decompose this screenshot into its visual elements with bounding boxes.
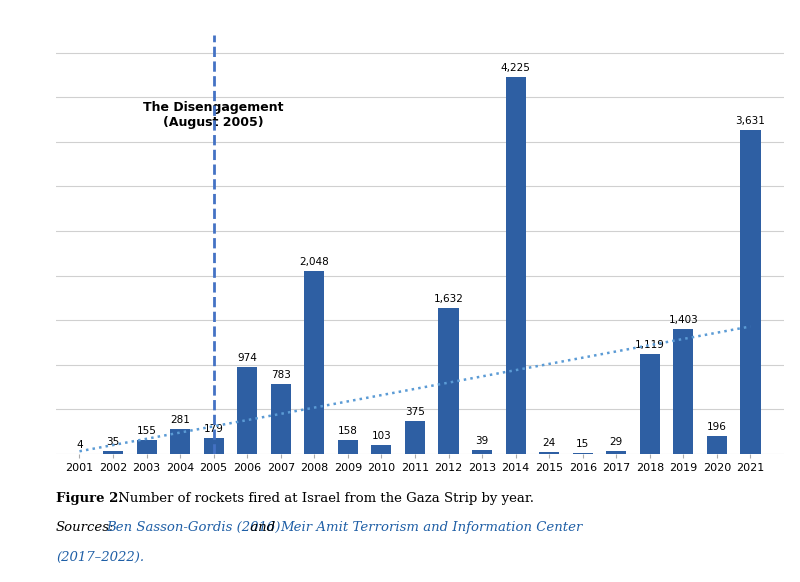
Text: The Disengagement
(August 2005): The Disengagement (August 2005) — [143, 101, 284, 129]
Bar — [204, 438, 224, 454]
Bar — [103, 451, 123, 454]
Text: 35: 35 — [106, 437, 120, 447]
Text: 196: 196 — [707, 423, 727, 432]
Bar — [674, 329, 694, 454]
Text: 1,119: 1,119 — [635, 340, 665, 350]
Text: Number of rockets fired at Israel from the Gaza Strip by year.: Number of rockets fired at Israel from t… — [114, 492, 534, 505]
Bar — [606, 452, 626, 454]
Bar — [170, 429, 190, 454]
Bar — [405, 421, 425, 454]
Text: Figure 2.: Figure 2. — [56, 492, 123, 505]
Text: 4,225: 4,225 — [501, 63, 530, 73]
Bar — [740, 130, 761, 454]
Text: 39: 39 — [475, 436, 489, 446]
Text: 1,403: 1,403 — [669, 315, 698, 325]
Text: 3,631: 3,631 — [735, 116, 766, 126]
Text: 974: 974 — [238, 353, 257, 363]
Bar — [707, 436, 727, 454]
Text: 281: 281 — [170, 415, 190, 425]
Bar — [539, 452, 559, 454]
Bar — [640, 354, 660, 454]
Text: 155: 155 — [137, 426, 157, 436]
Text: and: and — [246, 521, 280, 534]
Text: 2,048: 2,048 — [299, 257, 329, 267]
Text: Sources:: Sources: — [56, 521, 114, 534]
Text: 179: 179 — [204, 424, 224, 434]
Text: Ben Sasson-Gordis (2016): Ben Sasson-Gordis (2016) — [106, 521, 281, 534]
Bar — [137, 440, 157, 454]
Text: (2017–2022).: (2017–2022). — [56, 551, 144, 564]
Bar — [472, 450, 492, 454]
Text: 1,632: 1,632 — [434, 294, 463, 304]
Bar — [304, 271, 324, 454]
Text: 375: 375 — [405, 406, 425, 417]
Bar — [506, 77, 526, 454]
Bar — [371, 445, 391, 454]
Text: 783: 783 — [271, 370, 290, 380]
Bar — [573, 453, 593, 454]
Text: 24: 24 — [542, 438, 556, 448]
Bar — [438, 308, 458, 454]
Text: 103: 103 — [371, 431, 391, 441]
Text: 29: 29 — [610, 437, 623, 448]
Bar — [270, 384, 291, 454]
Text: 4: 4 — [76, 439, 82, 449]
Bar — [237, 367, 258, 454]
Text: 158: 158 — [338, 426, 358, 436]
Text: 15: 15 — [576, 439, 590, 449]
Text: Meir Amit Terrorism and Information Center: Meir Amit Terrorism and Information Cent… — [280, 521, 582, 534]
Bar — [338, 440, 358, 454]
